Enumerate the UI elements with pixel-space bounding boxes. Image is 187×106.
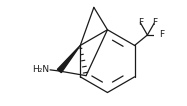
Text: F: F [159,31,164,39]
Polygon shape [57,45,80,73]
Text: F: F [138,18,143,27]
Text: H₂N: H₂N [32,65,49,74]
Text: F: F [152,18,157,27]
